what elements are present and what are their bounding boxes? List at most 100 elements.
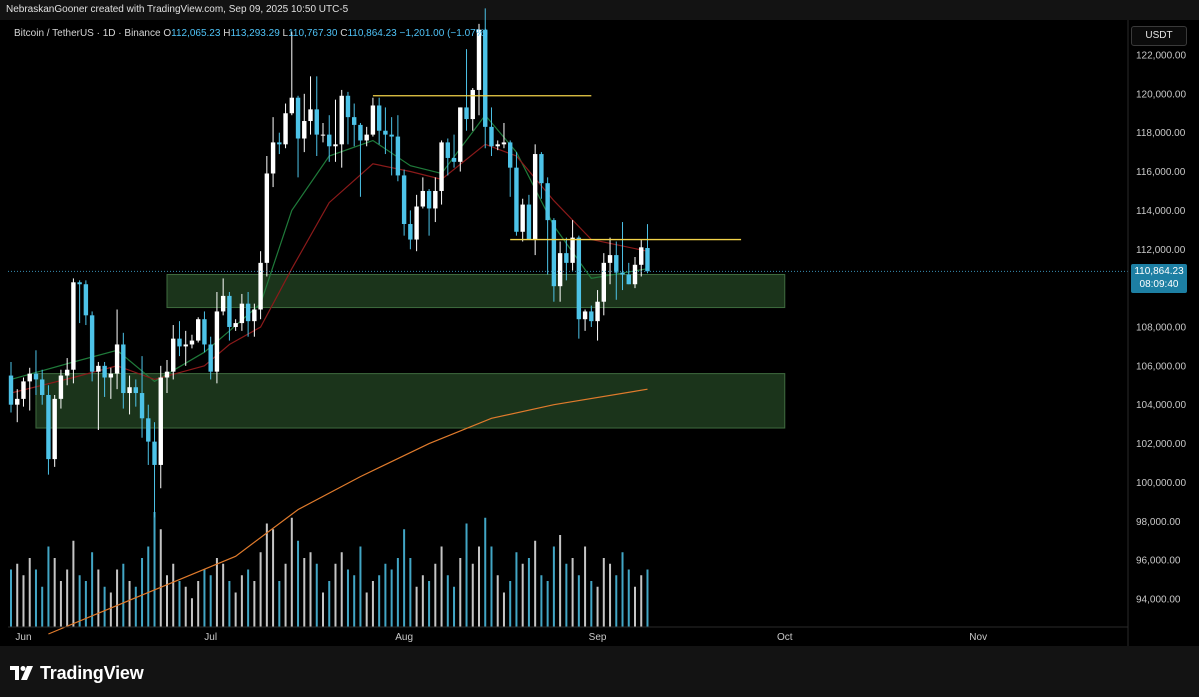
volume-bar (66, 569, 69, 627)
candle-body (532, 154, 538, 240)
volume-bar (147, 546, 150, 627)
candle-body (220, 295, 226, 312)
volume-bar (109, 592, 112, 627)
candle-body (576, 237, 582, 320)
candle-body (171, 338, 176, 372)
candle-body (40, 379, 45, 395)
candle-body (408, 224, 413, 240)
candle-body (127, 387, 132, 394)
candle-body (445, 142, 450, 158)
volume-bar (409, 558, 412, 627)
volume-bar (297, 540, 300, 627)
candle-body (252, 309, 257, 322)
candle-body (476, 29, 482, 90)
time-axis[interactable]: Jun Jul Aug Sep Oct Nov (15, 632, 987, 643)
price-tick-label: 114,000.00 (1136, 206, 1186, 217)
price-axis[interactable]: 94,000.00 96,000.00 98,000.00 100,000.00 102… (1136, 50, 1186, 605)
candle-body (308, 109, 313, 122)
time-tick-label: Jun (15, 632, 31, 643)
volume-bar (284, 563, 287, 627)
horizontal-levels[interactable] (372, 95, 742, 241)
volume-bar (16, 563, 19, 627)
candle-body (320, 134, 326, 136)
volume-bar (222, 563, 225, 627)
volume-bar (546, 581, 549, 627)
candle-body (401, 175, 407, 225)
price-tick-label: 116,000.00 (1136, 167, 1186, 178)
volume-bar (565, 563, 568, 627)
legend-open: 112,065.23 (171, 28, 221, 39)
volume-bar (471, 563, 474, 627)
candle-body (102, 365, 107, 378)
candle-body (214, 311, 220, 372)
volume-bar (141, 558, 144, 627)
volume-bar (59, 581, 62, 627)
volume-bar (84, 581, 87, 627)
candle-body (508, 142, 513, 168)
volume-bar (540, 575, 543, 627)
candles (8, 8, 650, 518)
volume-bar (178, 581, 181, 627)
footer (0, 646, 1199, 697)
volume-bar (621, 552, 624, 627)
legend-o-label: O (163, 28, 172, 39)
candle-body (46, 394, 51, 460)
price-tick-label: 100,000.00 (1136, 478, 1186, 489)
volume-bar (521, 563, 524, 627)
candle-body (77, 282, 82, 285)
candle-body (33, 373, 39, 380)
candle-body (358, 124, 363, 141)
bar-countdown: 08:09:40 (1139, 279, 1179, 291)
volume-bar (334, 563, 337, 627)
volume-bar (41, 586, 44, 627)
volume-bar (509, 581, 512, 627)
tradingview-logo[interactable]: TradingView (10, 663, 144, 683)
currency-button[interactable]: USDT (1131, 26, 1187, 46)
candle-body (333, 144, 338, 147)
volume-bar (203, 569, 206, 627)
volume-bar (290, 517, 293, 627)
volume-bar (253, 581, 256, 627)
candle-body (464, 107, 469, 120)
volume-bar (47, 546, 50, 627)
candle-body (89, 315, 95, 372)
volume-bar (446, 575, 449, 627)
volume-bar (577, 575, 580, 627)
candle-body (514, 167, 519, 232)
legend-h-label: H (223, 28, 231, 39)
time-tick-label: Aug (395, 632, 413, 643)
candle-body (483, 29, 488, 127)
candle-body (202, 319, 207, 345)
candle-body (208, 344, 213, 372)
price-tick-label: 112,000.00 (1136, 245, 1186, 256)
candle-body (270, 142, 276, 174)
price-tick-label: 118,000.00 (1136, 128, 1186, 139)
volume-bar (91, 552, 94, 627)
candle-body (451, 157, 457, 162)
volume-bar (415, 586, 418, 627)
volume-bar (465, 523, 468, 627)
candle-body (383, 130, 388, 135)
candle-body (501, 142, 507, 145)
volume-bar (384, 563, 387, 627)
volume-bar (390, 569, 393, 627)
volume-bar (634, 586, 636, 627)
tradingview-logo-icon (10, 666, 33, 680)
zone-1 (166, 274, 786, 309)
candle-body (395, 136, 401, 176)
candle-body (426, 190, 432, 209)
volume-bar (490, 546, 493, 627)
candle-body (295, 97, 301, 139)
volume-bar (116, 569, 119, 627)
volume-bar (484, 517, 487, 627)
legend-high: 113,293.29 (230, 28, 280, 39)
volume-bar (627, 569, 630, 627)
volume-bar (228, 581, 231, 627)
volume-bar (78, 575, 81, 627)
volume-bar (190, 598, 193, 627)
candle-body (458, 107, 463, 162)
candle-body (71, 282, 76, 370)
time-tick-label: Sep (589, 632, 607, 643)
tradingview-wordmark: TradingView (40, 662, 144, 683)
